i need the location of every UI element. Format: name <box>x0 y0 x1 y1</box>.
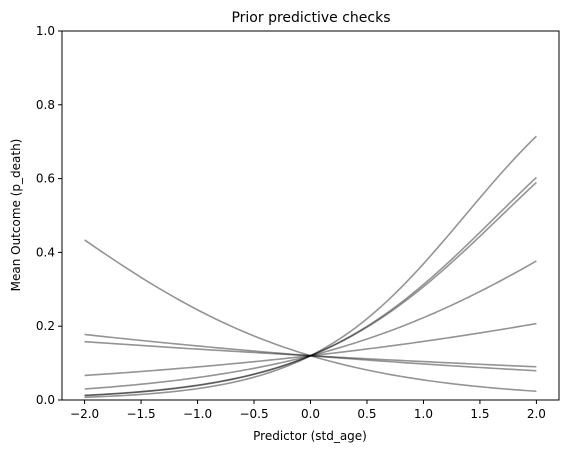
series-line <box>84 176 537 397</box>
x-tick-label: −1.5 <box>126 407 155 421</box>
x-tick-label: −1.0 <box>183 407 212 421</box>
y-tick-label: 0.0 <box>36 393 55 407</box>
x-tick-label: −0.5 <box>239 407 268 421</box>
series-line <box>84 260 537 390</box>
y-axis-label: Mean Outcome (p_death) <box>9 139 23 292</box>
y-tick-label: 0.8 <box>36 98 55 112</box>
y-tick-label: 0.2 <box>36 319 55 333</box>
x-tick-label: 0.0 <box>301 407 320 421</box>
series-line <box>84 239 537 393</box>
x-tick-label: 1.0 <box>414 407 433 421</box>
series-line <box>84 135 537 399</box>
series-line <box>84 340 537 368</box>
y-tick-label: 1.0 <box>36 24 55 38</box>
x-tick-label: 2.0 <box>527 407 546 421</box>
y-axis-ticks: 0.0 0.2 0.4 0.6 0.8 1.0 <box>36 24 62 407</box>
y-tick-label: 0.6 <box>36 172 55 186</box>
x-tick-label: 1.5 <box>470 407 489 421</box>
series-line <box>84 333 537 372</box>
x-axis-ticks: −2.0 −1.5 −1.0 −0.5 0.0 0.5 1.0 1.5 2.0 <box>70 400 546 421</box>
x-axis-label: Predictor (std_age) <box>253 429 367 443</box>
x-tick-label: −2.0 <box>70 407 99 421</box>
y-tick-label: 0.4 <box>36 245 55 259</box>
series-group <box>84 135 537 399</box>
chart-title: Prior predictive checks <box>231 10 390 26</box>
series-line <box>84 181 537 397</box>
x-tick-label: 0.5 <box>357 407 376 421</box>
series-line <box>84 322 537 377</box>
